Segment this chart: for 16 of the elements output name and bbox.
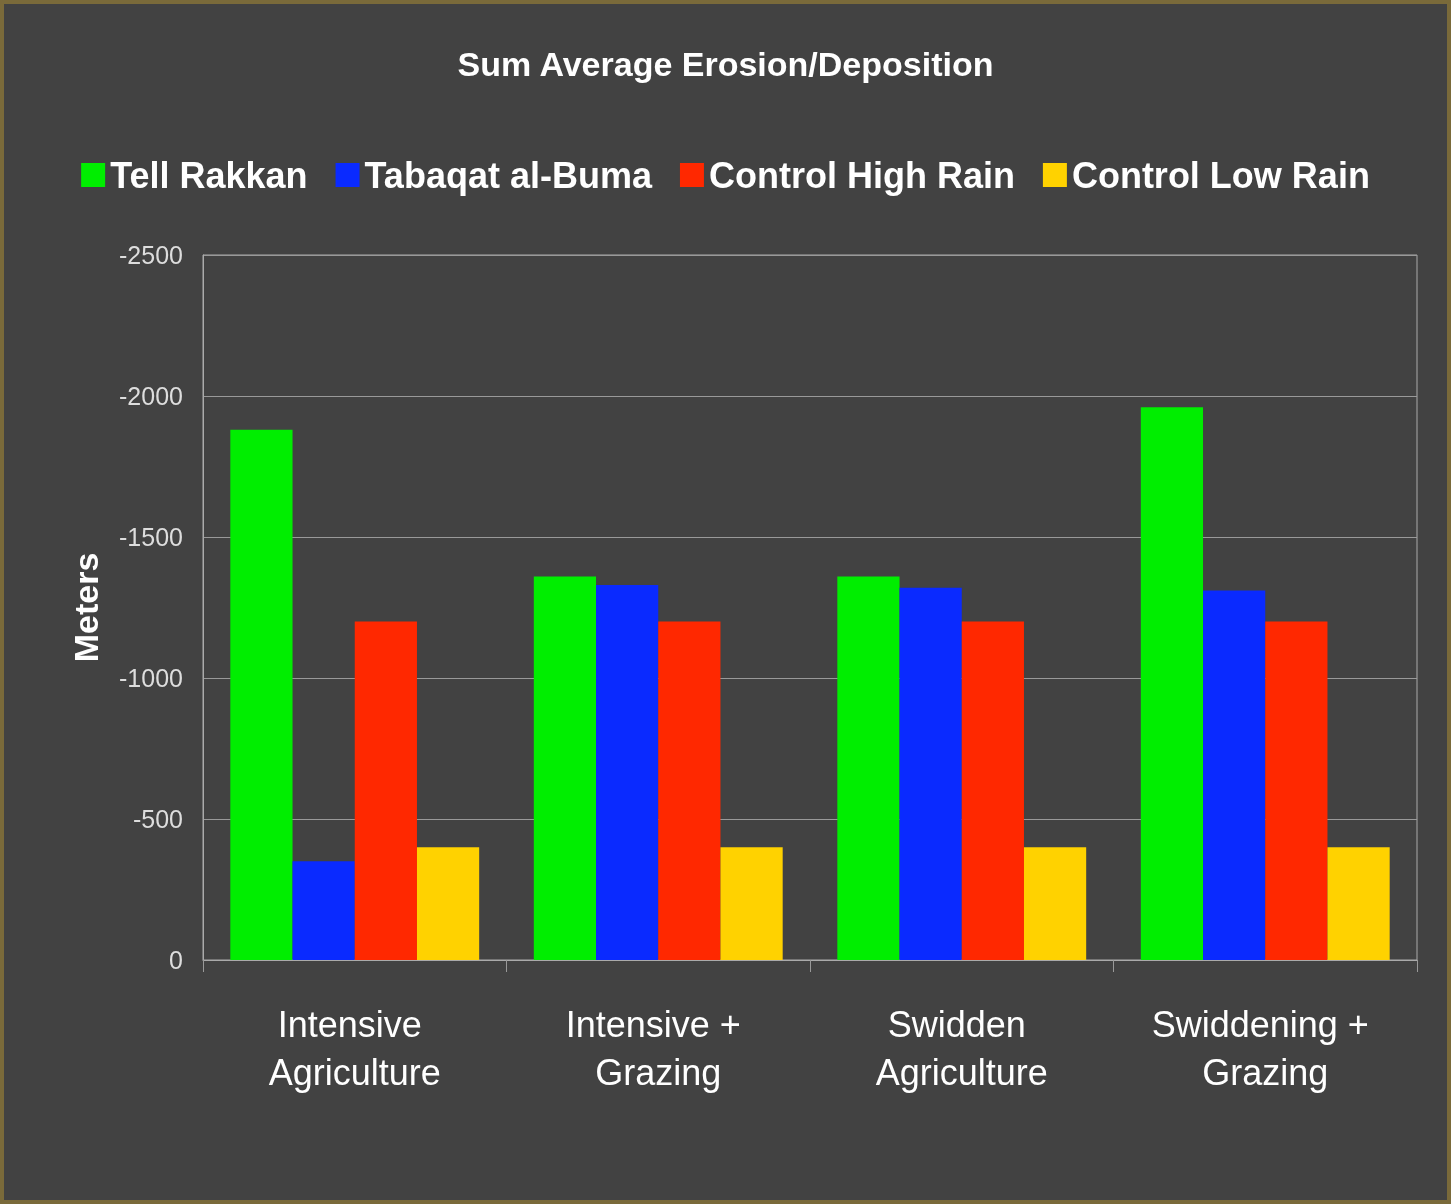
- y-tick-label: -1500: [119, 523, 183, 551]
- x-tick-label: Swidden Agriculture: [875, 1003, 1048, 1093]
- y-tick-label: -500: [132, 805, 183, 833]
- legend-label: Tell Rakkan: [110, 154, 308, 196]
- legend-label: Control High Rain: [708, 154, 1015, 196]
- x-tick-label: Swiddening + Grazing: [1151, 1003, 1379, 1093]
- y-axis-title: Meters: [67, 552, 105, 663]
- y-tick-label: -2500: [119, 241, 183, 269]
- chart-title: Sum Average Erosion/Deposition: [457, 45, 994, 83]
- y-tick-label: -2000: [119, 382, 183, 410]
- x-tick-label: Intensive Agriculture: [268, 1003, 441, 1093]
- legend-label: Tabaqat al-Buma: [364, 154, 653, 196]
- y-tick-label: 0: [169, 946, 183, 974]
- legend-label: Control Low Rain: [1071, 154, 1370, 196]
- x-tick-label: Intensive + Grazing: [565, 1003, 751, 1093]
- y-tick-label: -1000: [119, 664, 183, 692]
